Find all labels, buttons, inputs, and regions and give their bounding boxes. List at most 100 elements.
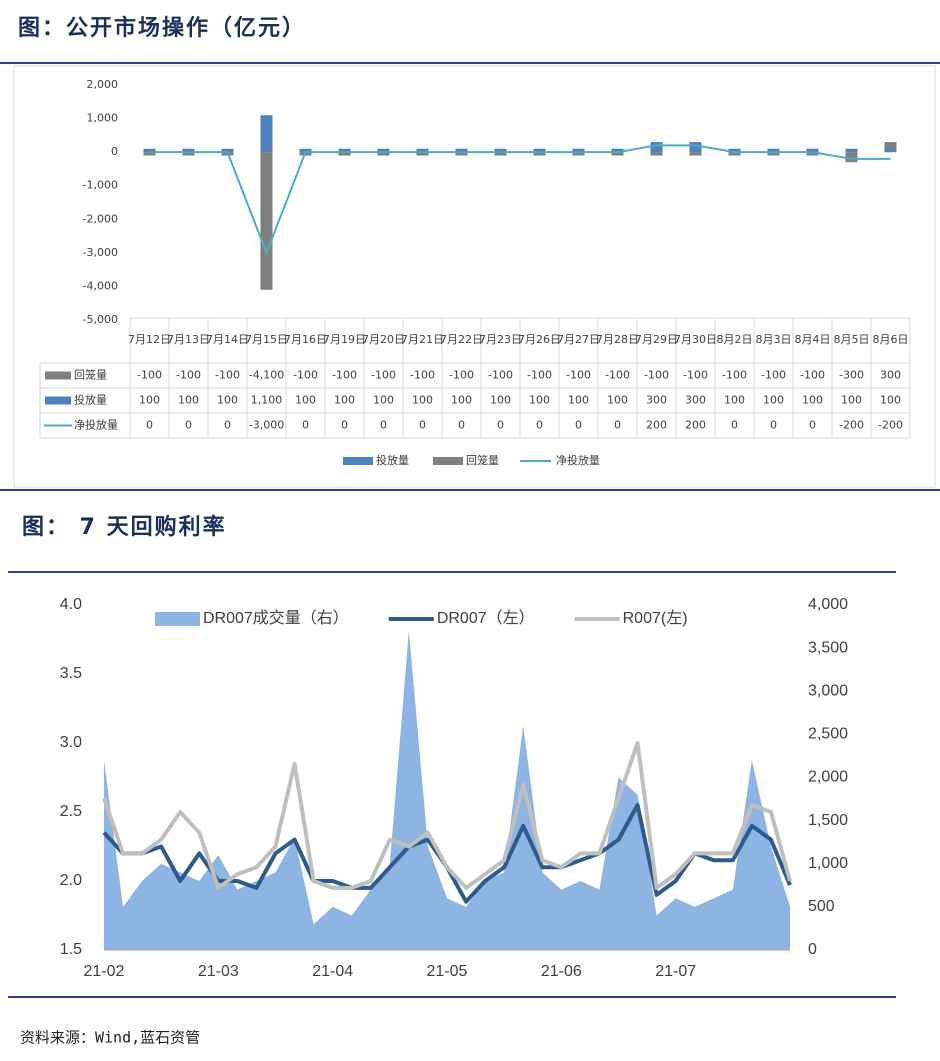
- table-cell: 0: [731, 419, 738, 432]
- bar: [455, 148, 468, 153]
- y-tick-label: 3.5: [60, 665, 82, 682]
- x-tick-label: 7月14日: [206, 333, 249, 346]
- y2-tick-label: 2,500: [808, 726, 848, 743]
- table-cell: 300: [685, 394, 706, 407]
- bar: [143, 148, 156, 153]
- chart-frame: [13, 65, 936, 488]
- bar: [884, 148, 897, 153]
- x-tick-label: 7月28日: [596, 333, 639, 346]
- y2-tick-label: 4,000: [808, 596, 848, 613]
- y-tick-label: -3,000: [83, 246, 118, 259]
- bar: [494, 152, 507, 156]
- table-cell: -100: [800, 369, 825, 382]
- bar: [260, 115, 273, 153]
- source: 资料来源：Wind,蓝石资管: [20, 1029, 200, 1047]
- bar: [767, 148, 780, 153]
- y-tick-label: 1,000: [87, 112, 119, 125]
- table-cell: 200: [685, 419, 706, 432]
- table-cell: 100: [334, 394, 355, 407]
- table-cell: 100: [217, 394, 238, 407]
- legend-label: DR007成交量（右）: [203, 609, 349, 627]
- y-tick-label: 1.5: [60, 941, 82, 958]
- table-cell: 100: [373, 394, 394, 407]
- x-tick-label: 8月3日: [756, 333, 792, 346]
- x-tick-label: 7月26日: [518, 333, 561, 346]
- bar: [845, 148, 858, 153]
- y2-tick-label: 1,000: [808, 855, 848, 872]
- y2-tick-label: 500: [808, 898, 835, 915]
- bar: [143, 152, 156, 156]
- legend-label: 回笼量: [466, 453, 499, 467]
- bar: [806, 148, 819, 153]
- table-cell: 0: [458, 419, 465, 432]
- y-tick-label: 2.0: [60, 872, 82, 889]
- table-cell: -100: [371, 369, 396, 382]
- table-cell: 100: [139, 394, 160, 407]
- bar: [221, 148, 234, 153]
- bar: [650, 142, 663, 153]
- y2-tick-label: 3,500: [808, 639, 848, 656]
- y-tick-label: 4.0: [60, 596, 82, 613]
- bar: [650, 152, 663, 156]
- table-cell: 0: [146, 419, 153, 432]
- bar: [299, 148, 312, 153]
- legend-swatch: [433, 457, 463, 465]
- x-tick-label: 7月21日: [401, 333, 444, 346]
- table-cell: 0: [341, 419, 348, 432]
- table-cell: -100: [566, 369, 591, 382]
- legend-swatch: [45, 371, 71, 380]
- table-cell: 1,100: [251, 394, 283, 407]
- x-tick-label: 7月30日: [674, 333, 717, 346]
- bar: [689, 152, 702, 156]
- table-cell: -100: [644, 369, 669, 382]
- table-cell: -100: [527, 369, 552, 382]
- table-cell: 100: [802, 394, 823, 407]
- table-cell: -100: [605, 369, 630, 382]
- x-tick-label: 7月12日: [128, 333, 171, 346]
- table-cell: 0: [497, 419, 504, 432]
- table-cell: 100: [451, 394, 472, 407]
- table-cell: -300: [839, 369, 864, 382]
- x-tick-label: 7月27日: [557, 333, 600, 346]
- table-cell: -100: [137, 369, 162, 382]
- y-tick-label: 2,000: [87, 78, 119, 91]
- x-tick-label: 7月29日: [635, 333, 678, 346]
- y-tick-label: -4,000: [83, 279, 118, 292]
- bar: [377, 148, 390, 153]
- bar: [572, 148, 585, 153]
- bar: [377, 152, 390, 156]
- table-cell: 0: [185, 419, 192, 432]
- table-cell: -100: [332, 369, 357, 382]
- x-tick-label: 7月15日: [245, 333, 288, 346]
- x-tick-label: 7月16日: [284, 333, 327, 346]
- bar: [845, 152, 858, 163]
- x-tick-label: 21-06: [541, 963, 582, 980]
- table-cell: -3,000: [249, 419, 284, 432]
- bar: [416, 148, 429, 153]
- table-cell: 0: [302, 419, 309, 432]
- x-tick-label: 21-04: [312, 963, 353, 980]
- table-cell: -200: [839, 419, 864, 432]
- x-tick-label: 21-07: [655, 963, 696, 980]
- bar: [806, 152, 819, 156]
- table-cell: 0: [809, 419, 816, 432]
- x-tick-label: 21-03: [198, 963, 239, 980]
- bar: [884, 142, 897, 153]
- table-cell: 0: [770, 419, 777, 432]
- line: [102, 741, 792, 890]
- table-cell: 100: [295, 394, 316, 407]
- table-cell: 300: [880, 369, 901, 382]
- bar: [182, 152, 195, 156]
- y2-tick-label: 0: [808, 941, 817, 958]
- y-tick-label: 2.5: [60, 803, 82, 820]
- table-cell: -100: [176, 369, 201, 382]
- table-cell: 100: [568, 394, 589, 407]
- table-cell: -100: [761, 369, 786, 382]
- table-cell: 0: [614, 419, 621, 432]
- legend-label: DR007（左）: [437, 609, 535, 627]
- table-cell: -100: [410, 369, 435, 382]
- x-tick-label: 7月20日: [362, 333, 405, 346]
- table-cell: -100: [449, 369, 474, 382]
- table-cell: -200: [878, 419, 903, 432]
- table-cell: 100: [841, 394, 862, 407]
